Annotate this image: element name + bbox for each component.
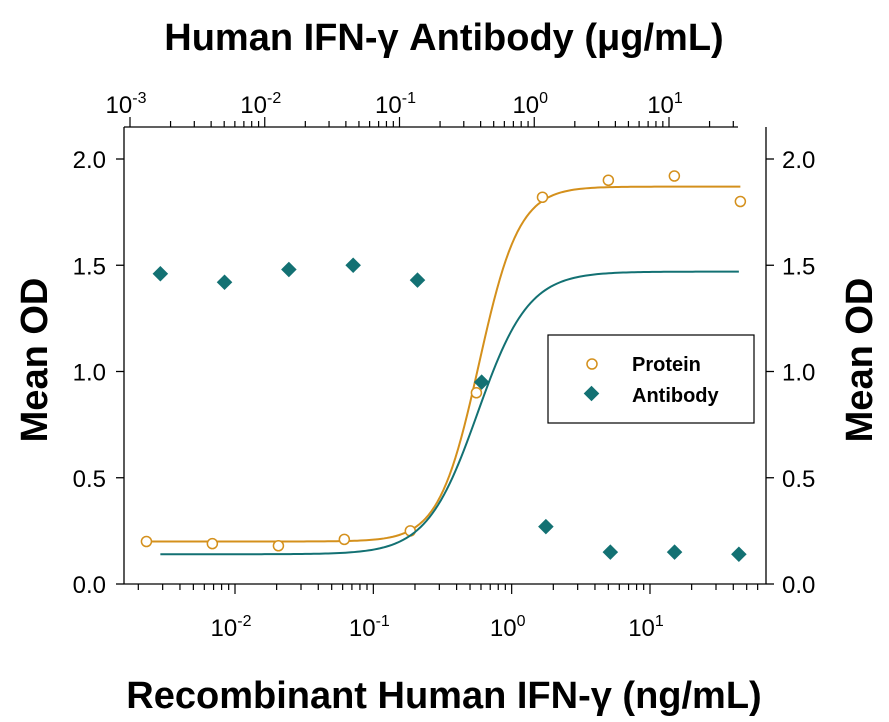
x-top-tick-label: 10-1 <box>375 90 416 119</box>
x-top-tick-label: 10-2 <box>240 90 281 119</box>
data-point-antibody <box>281 261 297 278</box>
data-point-antibody <box>345 257 361 274</box>
x-top-tick-label: 10-3 <box>106 90 147 119</box>
legend-marker-protein <box>586 358 598 370</box>
x-bottom-tick-label: 10-2 <box>211 613 252 642</box>
legend-box <box>547 334 755 424</box>
data-point-protein <box>140 535 153 548</box>
x-bottom-tick-label: 10-1 <box>349 613 390 642</box>
data-point-protein <box>338 533 351 546</box>
y-tick-label-left: 2.0 <box>73 147 106 174</box>
x-top-tick-label: 100 <box>512 90 548 119</box>
data-point-protein <box>272 540 285 552</box>
y-tick-label-left: 1.0 <box>73 360 106 387</box>
x-top-tick-label: 101 <box>647 90 683 119</box>
fit-curve-protein <box>146 185 741 543</box>
y-tick-label-right: 0.5 <box>782 466 815 493</box>
data-point-protein <box>206 537 219 550</box>
y-tick-label-right: 2.0 <box>782 147 815 174</box>
y-tick-label-left: 0.5 <box>73 466 106 493</box>
legend-label-protein: Protein <box>632 354 701 376</box>
data-point-protein <box>470 387 483 399</box>
data-point-protein <box>602 174 615 186</box>
data-point-antibody <box>409 272 426 288</box>
data-point-antibody <box>538 518 554 535</box>
data-point-protein <box>734 195 747 208</box>
y-tick-label-left: 1.5 <box>73 253 106 280</box>
legend: Protein Antibody <box>547 334 755 424</box>
y-tick-label-right: 1.5 <box>782 253 815 280</box>
data-point-protein <box>536 191 549 203</box>
data-point-antibody <box>666 544 683 560</box>
data-point-protein <box>668 170 681 182</box>
y-tick-label-right: 0.0 <box>782 572 815 599</box>
y-tick-label-left: 0.0 <box>73 572 106 599</box>
legend-label-antibody: Antibody <box>632 385 720 407</box>
data-point-antibody <box>152 265 169 282</box>
x-bottom-tick-label: 100 <box>490 613 526 642</box>
chart-title: Human IFN-γ Antibody (μg/mL) <box>164 17 723 59</box>
x-axis-label: Recombinant Human IFN-γ (ng/mL) <box>126 675 761 717</box>
fit-curve-antibody <box>160 270 739 556</box>
x-bottom-tick-label: 101 <box>628 613 664 642</box>
y-tick-label-right: 1.0 <box>782 360 815 387</box>
data-point-antibody <box>216 274 233 291</box>
y-axis-label-left: Mean OD <box>14 278 56 443</box>
data-point-antibody <box>731 546 747 563</box>
data-point-antibody <box>602 544 619 560</box>
y-axis-label-right: Mean OD <box>839 278 881 443</box>
